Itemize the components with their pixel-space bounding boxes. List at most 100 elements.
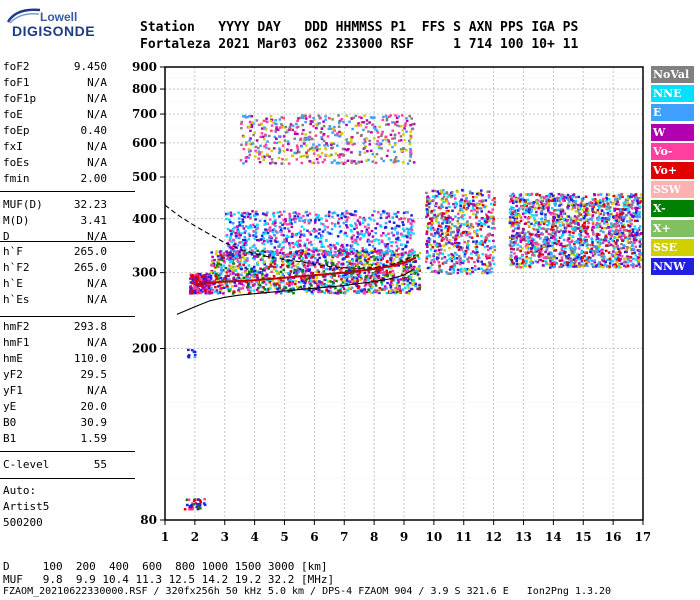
echo-point xyxy=(474,245,477,249)
echo-point xyxy=(253,269,257,273)
echo-point xyxy=(354,264,358,267)
echo-point xyxy=(247,270,251,273)
echo-point xyxy=(405,265,408,269)
echo-point xyxy=(288,212,291,216)
echo-point xyxy=(235,253,238,256)
echo-point xyxy=(533,241,536,244)
echo-point xyxy=(468,232,472,235)
echo-point xyxy=(373,116,376,119)
echo-point xyxy=(427,206,431,209)
echo-point xyxy=(236,225,239,228)
echo-point xyxy=(512,194,516,198)
echo-point xyxy=(437,206,441,209)
echo-point xyxy=(639,243,642,246)
echo-point xyxy=(356,284,360,288)
echo-point xyxy=(316,269,319,272)
echo-point xyxy=(276,252,280,255)
echo-point xyxy=(531,251,535,255)
echo-point xyxy=(516,223,520,226)
echo-point xyxy=(600,258,604,262)
echo-point xyxy=(336,154,340,157)
echo-point xyxy=(297,212,301,216)
echo-point xyxy=(330,161,334,164)
echo-point xyxy=(426,251,429,255)
echo-point xyxy=(242,147,246,151)
echo-point xyxy=(281,158,284,161)
echo-point xyxy=(638,211,641,214)
echo-point xyxy=(583,227,586,230)
echo-point xyxy=(428,254,431,257)
param-value: N/A xyxy=(87,76,107,89)
echo-point xyxy=(567,237,571,240)
echo-point xyxy=(540,227,544,230)
echo-point xyxy=(524,211,527,215)
echo-point xyxy=(233,213,236,216)
echo-point xyxy=(220,266,223,269)
echo-point xyxy=(608,234,612,237)
echo-point xyxy=(363,225,367,228)
echo-point xyxy=(338,217,341,221)
echo-point xyxy=(294,152,298,155)
echo-point xyxy=(530,237,534,240)
echo-point xyxy=(245,281,248,284)
echo-point xyxy=(343,247,346,250)
echo-point xyxy=(295,252,299,255)
echo-point xyxy=(239,261,242,264)
echo-point xyxy=(579,204,583,207)
echo-point xyxy=(561,251,565,254)
echo-point xyxy=(280,248,283,252)
echo-point xyxy=(590,238,594,242)
echo-point xyxy=(278,215,281,218)
echo-point xyxy=(384,271,387,275)
echo-point xyxy=(535,214,538,217)
echo-point xyxy=(226,287,230,290)
echo-point xyxy=(468,216,472,219)
echo-point xyxy=(626,264,630,268)
echo-point xyxy=(235,236,238,239)
echo-point xyxy=(430,209,434,213)
echo-point xyxy=(225,257,229,261)
echo-point xyxy=(477,267,480,270)
echo-point xyxy=(555,257,559,260)
echo-point xyxy=(615,232,619,236)
echo-point xyxy=(293,253,297,257)
echo-point xyxy=(440,191,444,194)
echo-point xyxy=(579,218,583,222)
echo-point xyxy=(368,139,371,143)
echo-point xyxy=(432,258,436,262)
echo-point xyxy=(377,263,381,266)
echo-point xyxy=(399,217,403,220)
echo-point xyxy=(521,212,525,215)
echo-point xyxy=(309,256,313,260)
echo-point xyxy=(510,259,513,262)
echo-point xyxy=(260,252,264,255)
echo-point xyxy=(335,241,339,245)
echo-point xyxy=(523,215,527,219)
echo-point xyxy=(409,272,413,276)
echo-point xyxy=(291,279,295,283)
echo-point xyxy=(345,279,349,282)
echo-point xyxy=(299,216,303,220)
echo-point xyxy=(397,115,401,118)
echo-point xyxy=(439,212,443,216)
echo-point xyxy=(253,257,256,261)
echo-point xyxy=(274,224,277,228)
echo-point xyxy=(453,194,456,197)
echo-point xyxy=(457,217,461,220)
echo-point xyxy=(306,289,309,292)
echo-point xyxy=(411,269,415,273)
echo-point xyxy=(557,242,560,245)
echo-point xyxy=(342,221,346,225)
echo-point xyxy=(487,234,490,237)
param-value: 110.0 xyxy=(73,352,107,365)
echo-point xyxy=(619,251,622,255)
echo-point xyxy=(273,251,277,254)
echo-point xyxy=(381,268,384,271)
panel-divider xyxy=(0,478,135,479)
echo-point xyxy=(406,268,409,271)
echo-point xyxy=(244,261,247,264)
echo-point xyxy=(350,237,354,241)
echo-point xyxy=(322,120,325,123)
echo-point xyxy=(351,272,355,275)
echo-point xyxy=(389,159,393,162)
